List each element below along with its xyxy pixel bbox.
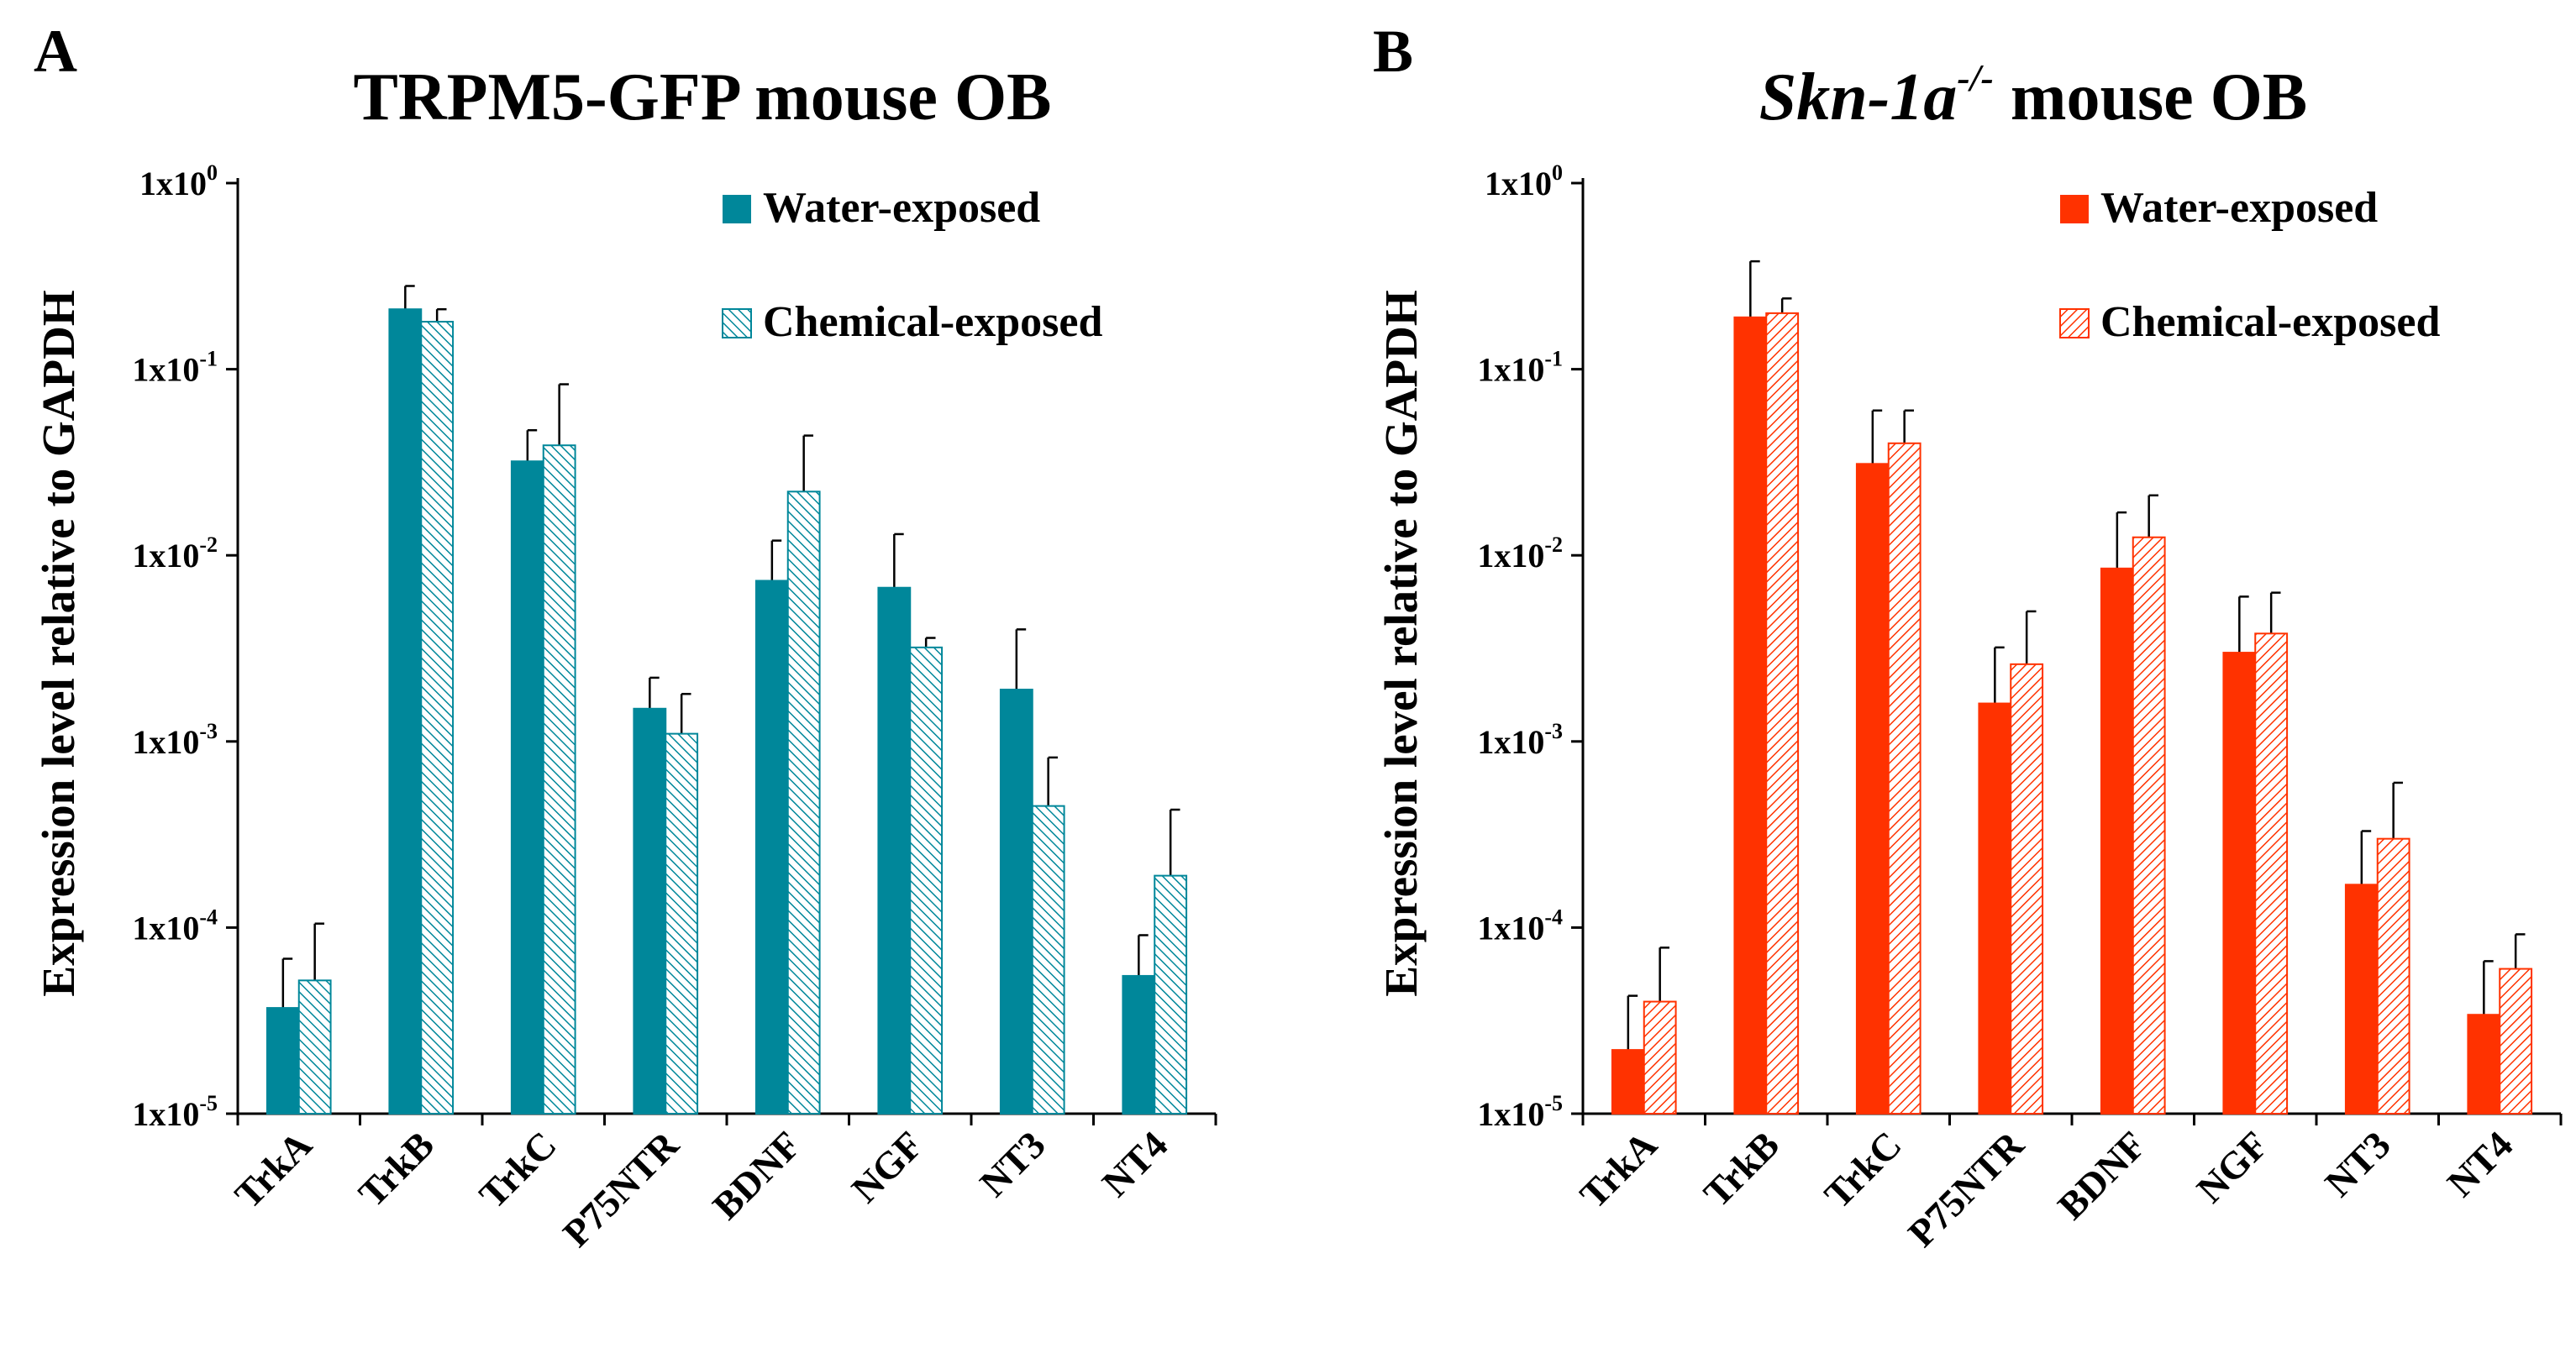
panel-a-title: TRPM5-GFP mouse OB	[353, 60, 1051, 134]
panel-a-x-tick-label: TrkB	[350, 1123, 443, 1215]
panel-b-legend-label-water: Water-exposed	[2100, 184, 2378, 232]
panel-a-x-tick-label: TrkA	[226, 1123, 319, 1216]
panel-b-bar	[1643, 1000, 1677, 1115]
panel-b-label: B	[1373, 18, 1413, 85]
panel-a-legend-swatch-water	[723, 195, 751, 223]
panel-b-y-tick-label: 1x10-2	[1477, 532, 1563, 574]
panel-b-y-tick-label: 1x10-3	[1477, 719, 1563, 761]
panel-a-label: A	[34, 18, 77, 85]
panel-a-bar	[542, 444, 576, 1115]
panel-b-y-tick-label: 1x10-1	[1477, 347, 1563, 389]
panel-a-chart: A TRPM5-GFP mouse OB Expression level re…	[33, 18, 1217, 1255]
panel-b-bar	[1978, 702, 2012, 1115]
panel-b-x-tick-label: NGF	[2189, 1123, 2277, 1211]
panel-b-x-tick-label: TrkC	[1816, 1123, 1909, 1216]
panel-a-bar	[786, 490, 821, 1115]
panel-a-bar	[1122, 974, 1156, 1115]
panel-a-x-tick-label: P75NTR	[555, 1122, 687, 1255]
panel-b-bar	[2254, 632, 2289, 1115]
panel-b-ylabel: Expression level relative to GAPDH	[1375, 290, 1427, 996]
panel-a-bar	[1031, 805, 1065, 1115]
panel-a-ylabel: Expression level relative to GAPDH	[33, 290, 84, 996]
panel-a-bar	[510, 460, 544, 1115]
panel-b-bar	[2010, 663, 2044, 1115]
panel-b-legend-swatch-water	[2060, 195, 2089, 223]
panel-a-y-tick-label: 1x100	[139, 160, 218, 202]
panel-a-bar	[1154, 874, 1188, 1115]
panel-b-bar	[1611, 1049, 1645, 1115]
panel-b-legend-swatch-chemical	[2059, 308, 2090, 338]
panel-b-bar	[1887, 442, 1921, 1115]
panel-b-y-tick-label: 1x10-5	[1477, 1091, 1563, 1133]
panel-a-legend-swatch-chemical	[722, 308, 752, 338]
panel-b-bar	[1855, 463, 1890, 1115]
panel-b-legend: Water-exposed Chemical-exposed	[2059, 184, 2440, 346]
panel-b-x-tick-label: P75NTR	[1900, 1122, 2032, 1255]
panel-a-legend-label-water: Water-exposed	[763, 184, 1040, 232]
panel-a-bar	[420, 321, 455, 1115]
panel-b-x-tick-label: NT4	[2439, 1123, 2521, 1205]
panel-a-bar	[999, 689, 1033, 1115]
panel-b-x-tick-label: TrkA	[1571, 1123, 1664, 1216]
panel-b-bar	[2222, 652, 2257, 1115]
panel-b-x-tick-label: NT3	[2316, 1123, 2399, 1205]
panel-a-x-tick-label: TrkC	[471, 1123, 564, 1216]
panel-a-legend-label-chemical: Chemical-exposed	[763, 298, 1102, 346]
panel-b-bar	[2376, 837, 2410, 1115]
panel-b-x-tick-label: BDNF	[2049, 1123, 2154, 1228]
panel-b-x-tick-label: TrkB	[1695, 1123, 1788, 1215]
panel-b-bar	[1733, 316, 1768, 1115]
panel-a-bar	[265, 1007, 300, 1115]
panel-b-bar	[2344, 884, 2379, 1115]
panel-a-x-tick-label: BDNF	[704, 1123, 809, 1228]
panel-a-legend: Water-exposed Chemical-exposed	[722, 184, 1102, 346]
panel-a-bar	[388, 308, 423, 1115]
panel-a-y-tick-label: 1x10-3	[132, 719, 218, 761]
panel-b-bar	[2467, 1014, 2501, 1115]
panel-b-legend-label-chemical: Chemical-exposed	[2100, 298, 2440, 346]
panel-b-y-tick-label: 1x100	[1485, 160, 1563, 202]
panel-a-y-tick-label: 1x10-1	[132, 347, 218, 389]
panel-b-y-tick-label: 1x10-4	[1477, 905, 1563, 947]
panel-a-y-tick-label: 1x10-4	[132, 905, 218, 947]
panel-a-y-tick-label: 1x10-5	[132, 1091, 218, 1133]
panel-a-bar	[297, 979, 332, 1115]
panel-a-bar	[633, 707, 667, 1115]
panel-a-x-tick-label: NT3	[971, 1123, 1054, 1205]
panel-b-bar	[2499, 968, 2533, 1115]
panel-b-chart: B Skn-1a-/- mouse OB Expression level re…	[1373, 18, 2563, 1255]
panel-a-x-tick-label: NT4	[1094, 1123, 1176, 1205]
panel-a-bar	[877, 586, 912, 1115]
panel-b-bar	[1765, 312, 1800, 1115]
panel-a-x-tick-label: NGF	[844, 1123, 932, 1211]
panel-a-bar	[754, 580, 789, 1115]
panel-b-title: Skn-1a-/- mouse OB	[1759, 56, 2307, 134]
panel-b-bar	[2100, 567, 2134, 1115]
panel-b-bar	[2132, 536, 2166, 1115]
panel-a-bar	[665, 732, 699, 1115]
panel-a-bar	[909, 646, 944, 1115]
panel-a-y-tick-label: 1x10-2	[132, 532, 218, 574]
